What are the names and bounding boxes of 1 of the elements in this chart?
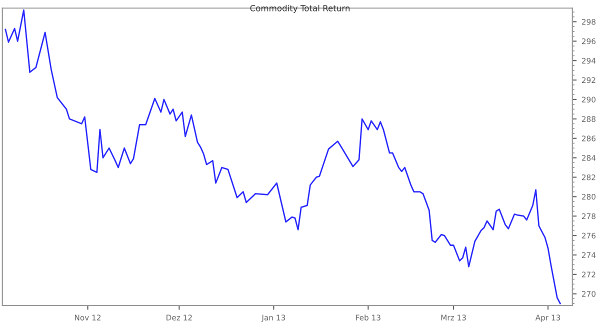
chart-title: Commodity Total Return [250, 4, 350, 13]
